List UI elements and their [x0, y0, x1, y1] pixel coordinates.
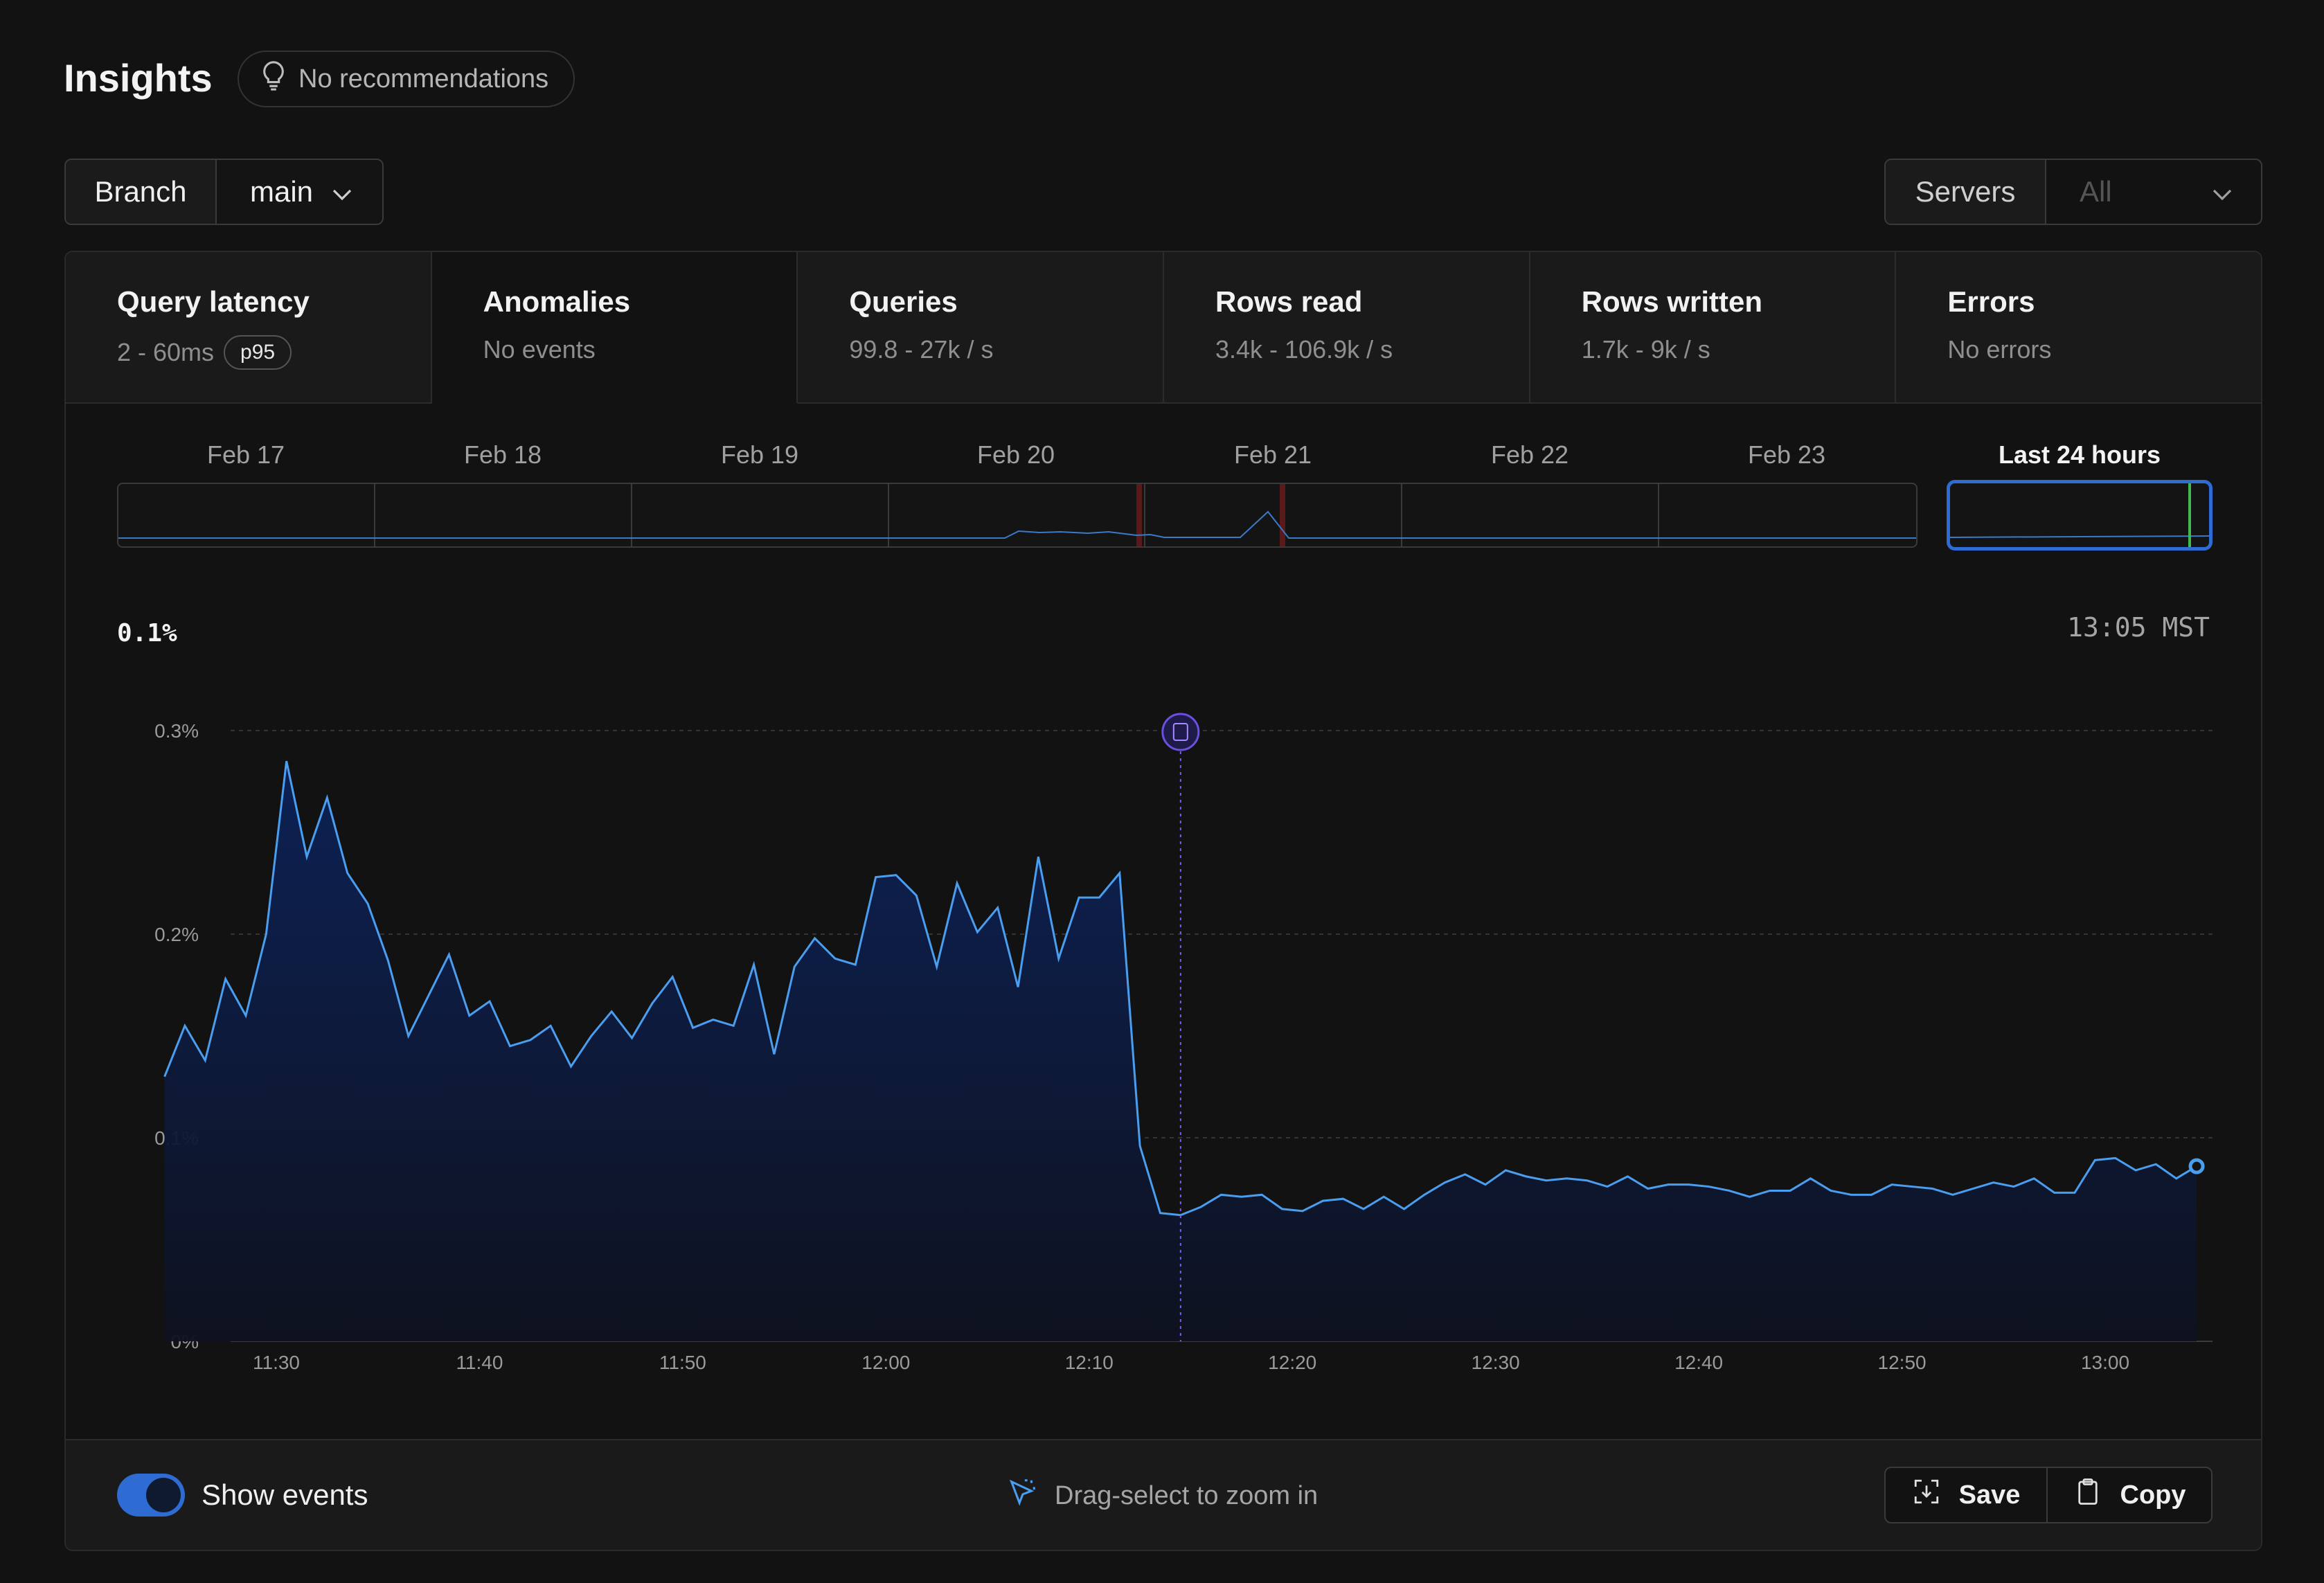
day-label: Feb 19	[720, 440, 799, 469]
copy-button[interactable]: Copy	[2048, 1468, 2211, 1522]
lightbulb-icon	[260, 60, 287, 98]
chevron-down-icon	[2213, 175, 2232, 208]
day-label: Feb 21	[1233, 440, 1312, 469]
tab-rows-written[interactable]: Rows written 1.7k - 9k / s	[1530, 252, 1897, 404]
selected-value: 0.1%	[117, 619, 177, 647]
x-tick-label: 12:20	[1268, 1352, 1316, 1373]
save-image-icon	[1912, 1476, 1941, 1514]
insights-card: Query latency 2 - 60ms p95 Anomalies No e…	[64, 251, 2262, 1551]
deploy-event-icon	[1172, 723, 1188, 741]
x-tick-label: 12:40	[1674, 1352, 1723, 1373]
tab-title: Queries	[849, 285, 958, 318]
event-marker	[1161, 713, 1200, 751]
tab-rows-read[interactable]: Rows read 3.4k - 106.9k / s	[1164, 252, 1530, 404]
date-range-strip[interactable]	[117, 483, 1918, 548]
zoom-hint: Drag-select to zoom in	[1006, 1476, 1318, 1515]
chart-footer: Show events Drag-select to zoom in Save …	[66, 1439, 2261, 1550]
x-tick-label: 12:00	[861, 1352, 910, 1373]
page-title: Insights	[64, 56, 213, 100]
anomalies-chart[interactable]: 0%0.1%0.2%0.3%11:3011:4011:5012:0012:101…	[66, 666, 2262, 1428]
tab-title: Rows written	[1581, 285, 1763, 318]
current-point	[2188, 1158, 2205, 1174]
export-buttons: Save Copy	[1884, 1467, 2213, 1523]
metric-tabs: Query latency 2 - 60ms p95 Anomalies No e…	[66, 252, 2261, 404]
zoom-hint-text: Drag-select to zoom in	[1055, 1481, 1319, 1510]
recommendations-label: No recommendations	[298, 64, 549, 93]
branch-selector[interactable]: Branch main	[64, 159, 384, 225]
tab-subtitle: 99.8 - 27k / s	[849, 335, 994, 364]
x-tick-label: 12:50	[1878, 1352, 1927, 1373]
branch-value: main	[250, 175, 314, 208]
tab-subtitle: 2 - 60ms	[117, 338, 215, 366]
chevron-down-icon	[332, 175, 352, 208]
tab-title: Errors	[1947, 285, 2035, 318]
last-24-hours-label: Last 24 hours	[1998, 440, 2161, 469]
recommendations-button[interactable]: No recommendations	[238, 51, 575, 107]
x-tick-label: 13:00	[2081, 1352, 2129, 1373]
current-time: 13:05 MST	[2067, 612, 2210, 643]
cursor-select-icon	[1006, 1476, 1038, 1515]
x-tick-label: 12:10	[1065, 1352, 1114, 1373]
servers-value: All	[2080, 175, 2112, 208]
day-label: Feb 20	[976, 440, 1055, 469]
day-label: Feb 23	[1747, 440, 1826, 469]
tab-queries[interactable]: Queries 99.8 - 27k / s	[798, 252, 1165, 404]
servers-selector[interactable]: Servers All	[1884, 159, 2262, 225]
servers-label: Servers	[1886, 160, 2046, 224]
tab-title: Rows read	[1215, 285, 1363, 318]
tab-anomalies[interactable]: Anomalies No events	[431, 252, 798, 404]
day-label: Feb 22	[1490, 440, 1569, 469]
tab-title: Query latency	[117, 285, 310, 318]
tab-subtitle: 1.7k - 9k / s	[1581, 335, 1710, 364]
clipboard-icon	[2073, 1476, 2102, 1514]
y-tick-label: 0.3%	[154, 720, 199, 742]
tab-subtitle: No events	[483, 335, 596, 364]
tab-title: Anomalies	[483, 285, 631, 318]
day-label: Feb 18	[463, 440, 542, 469]
tab-errors[interactable]: Errors No errors	[1896, 252, 2261, 404]
x-tick-label: 11:40	[456, 1352, 503, 1373]
branch-dropdown[interactable]: main	[217, 160, 382, 224]
last-24-hours-range[interactable]	[1947, 480, 2213, 551]
tab-subtitle: No errors	[1947, 335, 2052, 364]
copy-label: Copy	[2120, 1480, 2186, 1510]
servers-dropdown[interactable]: All	[2046, 160, 2261, 224]
x-tick-label: 11:30	[253, 1352, 300, 1373]
show-events-toggle[interactable]	[117, 1474, 185, 1517]
show-events-label: Show events	[202, 1478, 368, 1511]
x-tick-label: 12:30	[1472, 1352, 1520, 1373]
day-label: Feb 17	[206, 440, 285, 469]
percentile-badge[interactable]: p95	[224, 335, 292, 370]
area-fill	[164, 761, 2197, 1341]
x-tick-label: 11:50	[659, 1352, 706, 1373]
tab-query-latency[interactable]: Query latency 2 - 60ms p95	[66, 252, 432, 404]
branch-label: Branch	[66, 160, 217, 224]
save-button[interactable]: Save	[1886, 1468, 2048, 1522]
y-tick-label: 0.2%	[154, 924, 199, 945]
save-label: Save	[1958, 1480, 2021, 1510]
tab-subtitle: 3.4k - 106.9k / s	[1215, 335, 1393, 364]
toggle-knob	[146, 1478, 181, 1512]
